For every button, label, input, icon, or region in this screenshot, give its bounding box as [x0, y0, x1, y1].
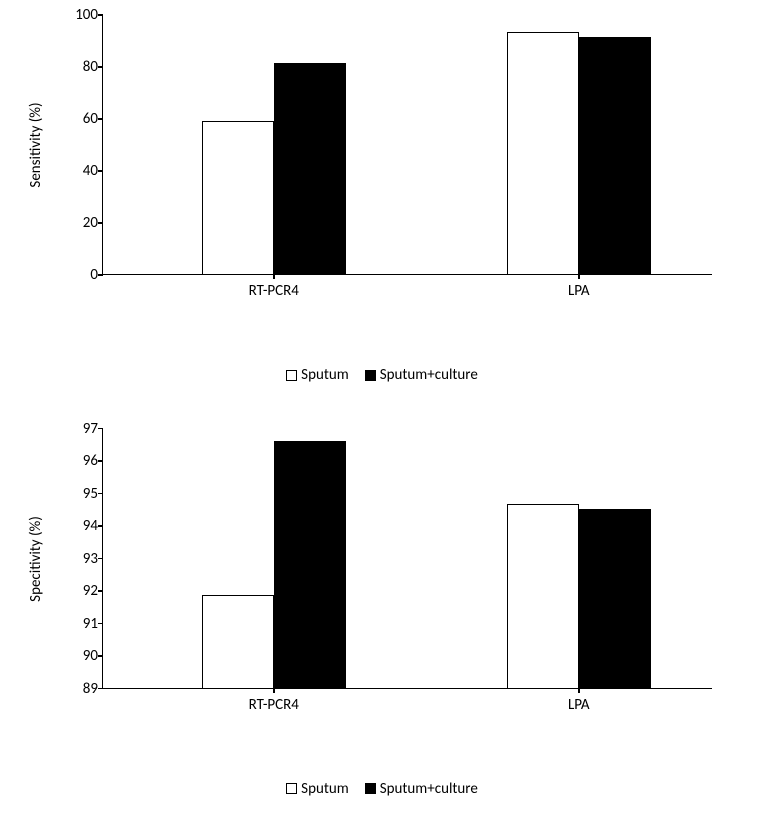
y-tick-label: 100: [72, 6, 98, 24]
y-tick-mark: [98, 623, 103, 625]
legend-label: Sputum: [301, 780, 349, 798]
y-tick-mark: [98, 655, 103, 657]
legend: Sputum Sputum+culture: [0, 780, 764, 800]
y-axis-label: Sensitivity (%): [27, 102, 45, 187]
legend-swatch: [365, 370, 376, 381]
x-tick-mark: [273, 688, 275, 693]
y-tick-label: 93: [72, 550, 98, 568]
y-tick-label: 20: [72, 214, 98, 232]
bar: [579, 509, 651, 688]
bar: [507, 32, 579, 274]
chart-sensitivity: Sensitivity (%)RT-PCR4LPA020406080100: [12, 0, 752, 320]
y-tick-label: 60: [72, 110, 98, 128]
bar: [274, 63, 346, 274]
y-tick-mark: [98, 14, 103, 16]
y-tick-mark: [98, 274, 103, 276]
legend: Sputum Sputum+culture: [0, 366, 764, 386]
legend-item: Sputum: [286, 780, 349, 798]
x-category-label: LPA: [568, 696, 590, 714]
chart-specitivity: Specitivity (%)RT-PCR4LPA899091929394959…: [12, 414, 752, 734]
legend-label: Sputum+culture: [380, 780, 478, 798]
y-tick-mark: [98, 460, 103, 462]
x-tick-mark: [273, 274, 275, 279]
y-tick-mark: [98, 688, 103, 690]
legend-label: Sputum: [301, 366, 349, 384]
legend-swatch: [365, 783, 376, 794]
y-tick-mark: [98, 222, 103, 224]
y-tick-mark: [98, 590, 103, 592]
y-tick-mark: [98, 428, 103, 430]
y-tick-label: 95: [72, 485, 98, 503]
y-tick-label: 91: [72, 615, 98, 633]
y-axis-label: Specitivity (%): [27, 516, 45, 602]
y-tick-mark: [98, 525, 103, 527]
y-tick-label: 96: [72, 452, 98, 470]
legend-item: Sputum+culture: [365, 366, 478, 384]
y-tick-mark: [98, 118, 103, 120]
bar: [274, 441, 346, 688]
y-tick-mark: [98, 66, 103, 68]
legend-swatch: [286, 370, 297, 381]
y-tick-label: 92: [72, 582, 98, 600]
legend-swatch: [286, 783, 297, 794]
bar: [202, 595, 274, 688]
y-tick-label: 0: [72, 266, 98, 284]
plot-area: RT-PCR4LPA: [102, 15, 712, 275]
y-tick-label: 89: [72, 680, 98, 698]
legend-label: Sputum+culture: [380, 366, 478, 384]
y-tick-label: 80: [72, 58, 98, 76]
legend-item: Sputum: [286, 366, 349, 384]
legend-item: Sputum+culture: [365, 780, 478, 798]
bar: [202, 121, 274, 274]
x-tick-mark: [578, 688, 580, 693]
x-category-label: RT-PCR4: [249, 696, 299, 714]
x-tick-mark: [578, 274, 580, 279]
y-tick-label: 90: [72, 647, 98, 665]
bar: [579, 37, 651, 274]
y-tick-mark: [98, 558, 103, 560]
bar: [507, 504, 579, 688]
y-tick-mark: [98, 170, 103, 172]
figure-root: Sensitivity (%)RT-PCR4LPA020406080100Spu…: [0, 0, 764, 799]
y-tick-label: 40: [72, 162, 98, 180]
y-tick-mark: [98, 493, 103, 495]
x-category-label: RT-PCR4: [249, 282, 299, 300]
y-tick-label: 97: [72, 420, 98, 438]
x-category-label: LPA: [568, 282, 590, 300]
plot-area: RT-PCR4LPA: [102, 429, 712, 689]
y-tick-label: 94: [72, 517, 98, 535]
